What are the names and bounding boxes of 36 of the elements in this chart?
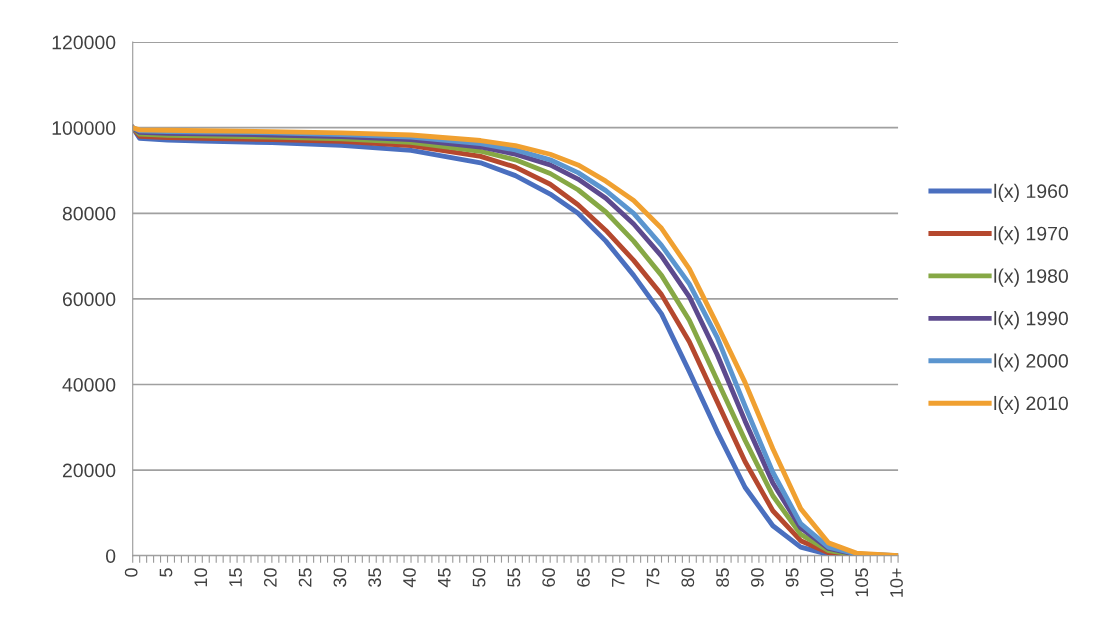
y-tick-label: 20000	[62, 463, 116, 478]
x-tick-label: 55	[507, 568, 521, 587]
y-tick-label: 60000	[62, 292, 116, 307]
legend-label: l(x) 2010	[994, 395, 1068, 415]
legend-label: l(x) 1990	[994, 311, 1068, 330]
x-tick-label: 70	[611, 568, 625, 587]
x-tick-label: 40	[403, 568, 416, 588]
x-tick-label: 15	[229, 568, 242, 587]
x-tick-label: 100	[820, 568, 834, 597]
x-tick-label: 5	[159, 568, 173, 577]
y-tick-label: 120000	[52, 35, 116, 50]
x-tick-label: 60	[542, 568, 556, 587]
x-tick-label: 20	[263, 568, 277, 587]
x-tick-label: 50	[472, 568, 486, 587]
y-tick-label: 40000	[62, 377, 116, 392]
x-tick-label: 10	[194, 568, 208, 587]
x-tick-label: 85	[716, 568, 729, 587]
x-tick-label: 10+	[890, 568, 903, 597]
x-tick-label: 95	[785, 568, 799, 587]
x-tick-label: 30	[333, 568, 347, 587]
legend-label: l(x) 1980	[994, 268, 1068, 287]
x-tick-label: 90	[750, 568, 764, 587]
x-tick-label: 80	[681, 568, 695, 587]
x-tick-label: 45	[438, 568, 451, 588]
x-tick-label: 35	[368, 568, 382, 587]
x-tick-label: 75	[646, 568, 660, 587]
x-tick-label: 65	[577, 568, 590, 587]
y-tick-label: 80000	[62, 206, 116, 221]
legend-label: l(x) 2000	[994, 353, 1068, 372]
x-tick-label: 25	[298, 568, 312, 587]
x-tick-label: 0	[124, 568, 138, 577]
legend-label: l(x) 1960	[994, 183, 1068, 202]
x-tick-label: 105	[855, 568, 869, 597]
y-tick-label: 0	[106, 549, 116, 563]
legend-label: l(x) 1970	[994, 226, 1068, 245]
y-tick-label: 100000	[52, 121, 116, 135]
